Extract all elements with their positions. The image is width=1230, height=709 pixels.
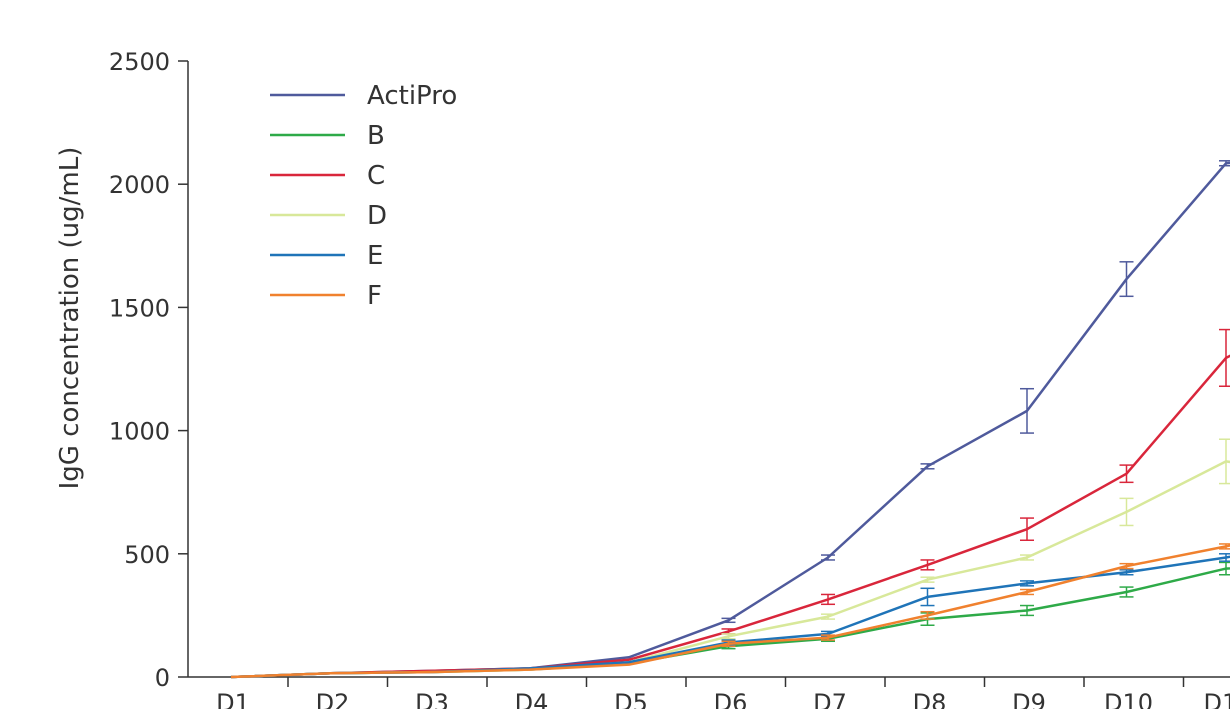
x-tick-label: D4 bbox=[515, 689, 549, 709]
x-tick-label: D10 bbox=[1104, 689, 1153, 709]
y-tick-label: 2500 bbox=[109, 48, 170, 76]
legend-label: B bbox=[367, 121, 385, 151]
y-tick-label: 2000 bbox=[109, 171, 170, 199]
series-layer bbox=[230, 160, 1230, 679]
y-tick-label: 1000 bbox=[109, 418, 170, 446]
x-tick-label: D7 bbox=[813, 689, 847, 709]
series-c bbox=[230, 328, 1230, 679]
series-line bbox=[230, 161, 1230, 679]
legend-item: E bbox=[270, 241, 383, 271]
legend-item: C bbox=[270, 161, 385, 191]
series-b bbox=[230, 561, 1230, 679]
y-tick-label: 500 bbox=[124, 541, 170, 569]
axes: 0 500 1000 1500 2000 2500 D1 D2 D3 D4 D5 D6 D7 D8 D9 D1… bbox=[109, 48, 1230, 709]
y-tick-label: 0 bbox=[155, 664, 170, 692]
x-tick-label: D3 bbox=[415, 689, 449, 709]
legend-item: D bbox=[270, 201, 387, 231]
legend-label: F bbox=[367, 281, 382, 311]
y-axis-title: IgG concentration (ug/mL) bbox=[55, 147, 85, 490]
series-line bbox=[230, 555, 1230, 679]
legend-label: C bbox=[367, 161, 385, 191]
legend-item: F bbox=[270, 281, 382, 311]
x-tick-label: D5 bbox=[614, 689, 648, 709]
x-tick-label: D9 bbox=[1012, 689, 1046, 709]
x-tick-label: D8 bbox=[913, 689, 947, 709]
series-e bbox=[230, 553, 1230, 679]
legend-item: B bbox=[270, 121, 385, 151]
legend-label: D bbox=[367, 201, 387, 231]
series-line bbox=[230, 544, 1230, 679]
legend-label: E bbox=[367, 241, 383, 271]
series-f bbox=[230, 543, 1230, 679]
legend-label: ActiPro bbox=[367, 81, 457, 111]
x-tick-label: D2 bbox=[316, 689, 350, 709]
x-tick-label: D11 bbox=[1203, 689, 1230, 709]
x-tick-label: D6 bbox=[714, 689, 748, 709]
x-tick-label: D1 bbox=[216, 689, 250, 709]
y-tick-label: 1500 bbox=[109, 294, 170, 322]
legend-item: ActiPro bbox=[270, 81, 457, 111]
